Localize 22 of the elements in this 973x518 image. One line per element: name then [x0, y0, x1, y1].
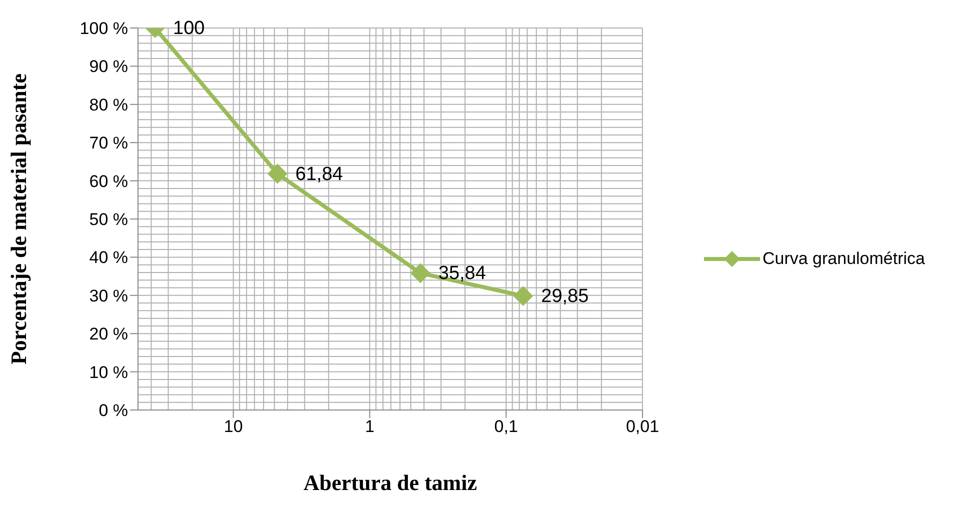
y-tick-label: 40 % [89, 248, 128, 268]
data-label: 100 [173, 18, 205, 39]
y-tick-label: 70 % [89, 134, 128, 153]
y-tick-label: 90 % [89, 57, 128, 76]
x-tick-label: 10 [224, 417, 243, 436]
x-axis-title: Abertura de tamiz [303, 470, 478, 495]
y-axis-title: Porcentaje de material pasante [6, 73, 31, 365]
y-tick-label: 80 % [89, 95, 128, 114]
data-label: 29,85 [541, 286, 589, 307]
legend-label: Curva granulométrica [762, 249, 925, 269]
x-tick-label: 0,01 [626, 417, 660, 436]
y-tick-label: 0 % [98, 401, 128, 420]
y-tick-label: 20 % [89, 324, 128, 344]
y-tick-label: 10 % [89, 362, 128, 382]
x-tick-label: 0,1 [494, 417, 518, 436]
x-tick-label: 1 [364, 417, 374, 436]
y-tick-label: 50 % [89, 210, 128, 230]
y-tick-label: 30 % [89, 286, 128, 306]
data-label: 61,84 [295, 164, 344, 185]
y-tick-label: 60 % [89, 172, 128, 191]
y-tick-label: 100 % [80, 19, 128, 38]
data-label: 35,84 [438, 263, 486, 284]
